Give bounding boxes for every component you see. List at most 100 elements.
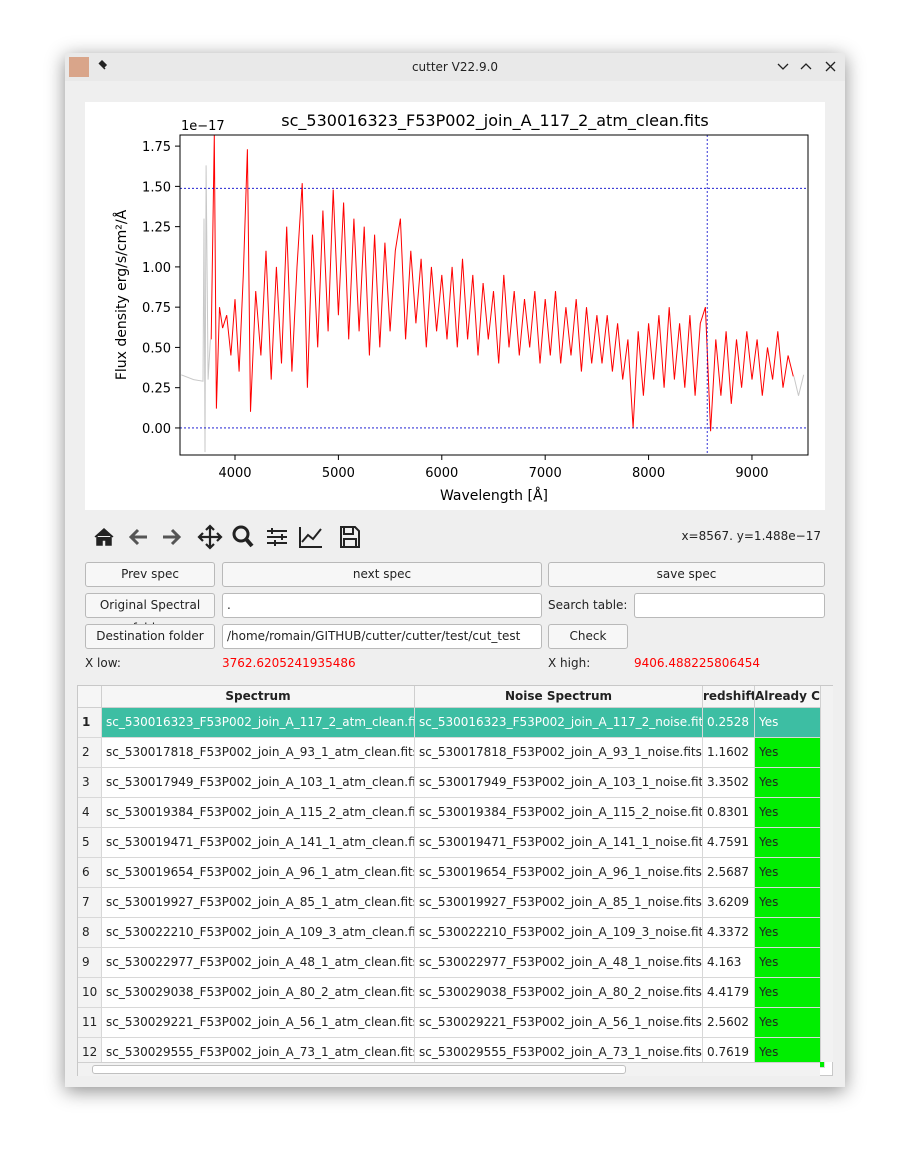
axes-button[interactable] bbox=[300, 527, 322, 547]
table-cell[interactable]: sc_530019384_F53P002_join_A_115_2_noise.… bbox=[415, 798, 703, 828]
table-cell[interactable]: Yes bbox=[755, 918, 825, 948]
table-cell[interactable]: sc_530022210_F53P002_join_A_109_3_atm_cl… bbox=[102, 918, 415, 948]
row-header: 11 bbox=[78, 1008, 102, 1038]
row-header: 6 bbox=[78, 858, 102, 888]
table-cell[interactable]: 3.6209 bbox=[703, 888, 755, 918]
x-tick-label: 8000 bbox=[632, 466, 665, 481]
spectrum-line bbox=[794, 375, 804, 396]
table-cell[interactable]: sc_530019471_F53P002_join_A_141_1_noise.… bbox=[415, 828, 703, 858]
search-label: Search table: bbox=[548, 598, 627, 612]
table-cell[interactable]: sc_530022977_F53P002_join_A_48_1_atm_cle… bbox=[102, 948, 415, 978]
column-header: redshift bbox=[703, 686, 755, 708]
table-cell[interactable]: sc_530017818_F53P002_join_A_93_1_noise.f… bbox=[415, 738, 703, 768]
table-cell[interactable]: sc_530022210_F53P002_join_A_109_3_noise.… bbox=[415, 918, 703, 948]
table-cell[interactable]: 4.3372 bbox=[703, 918, 755, 948]
save-figure-button[interactable] bbox=[341, 527, 359, 547]
prev-button[interactable]: Prev spec bbox=[85, 562, 215, 587]
table-cell[interactable]: 2.5687 bbox=[703, 858, 755, 888]
back-button[interactable] bbox=[131, 530, 147, 544]
row-header: 1 bbox=[78, 708, 102, 738]
chart: sc_530016323_F53P002_join_A_117_2_atm_cl… bbox=[0, 0, 910, 520]
column-header: Already Cut bbox=[755, 686, 825, 708]
table-cell[interactable]: sc_530016323_F53P002_join_A_117_2_noise.… bbox=[415, 708, 703, 738]
table-cell[interactable]: sc_530019654_F53P002_join_A_96_1_noise.f… bbox=[415, 858, 703, 888]
chart-title: sc_530016323_F53P002_join_A_117_2_atm_cl… bbox=[281, 111, 708, 131]
table-cell[interactable]: Yes bbox=[755, 828, 825, 858]
scrollbar-handle[interactable] bbox=[92, 1065, 626, 1074]
x-tick-label: 9000 bbox=[735, 466, 768, 481]
row-header: 2 bbox=[78, 738, 102, 768]
table-cell[interactable]: Yes bbox=[755, 738, 825, 768]
x-high-value: 9406.488225806454 bbox=[634, 656, 760, 670]
column-header: Noise Spectrum bbox=[415, 686, 703, 708]
table-cell[interactable]: 4.4179 bbox=[703, 978, 755, 1008]
y-tick-label: 1.50 bbox=[142, 180, 171, 195]
table-cell[interactable]: sc_530019471_F53P002_join_A_141_1_atm_cl… bbox=[102, 828, 415, 858]
x-axis-label: Wavelength [Å] bbox=[440, 487, 548, 504]
table-cell[interactable]: 2.5602 bbox=[703, 1008, 755, 1038]
configure-button[interactable] bbox=[267, 528, 287, 546]
pan-button[interactable] bbox=[199, 526, 221, 548]
x-tick-label: 5000 bbox=[322, 466, 355, 481]
table-cell[interactable]: sc_530019927_F53P002_join_A_85_1_noise.f… bbox=[415, 888, 703, 918]
table-cell[interactable]: sc_530017949_F53P002_join_A_103_1_noise.… bbox=[415, 768, 703, 798]
row-header: 4 bbox=[78, 798, 102, 828]
y-tick-label: 1.75 bbox=[142, 140, 171, 155]
table-cell[interactable]: sc_530019654_F53P002_join_A_96_1_atm_cle… bbox=[102, 858, 415, 888]
original-folder-field[interactable]: . bbox=[222, 593, 542, 618]
table-cell[interactable]: sc_530029038_F53P002_join_A_80_2_atm_cle… bbox=[102, 978, 415, 1008]
table-cell[interactable]: sc_530019927_F53P002_join_A_85_1_atm_cle… bbox=[102, 888, 415, 918]
table-cell[interactable]: Yes bbox=[755, 948, 825, 978]
original-folder-button[interactable]: Original Spectral folder bbox=[85, 593, 215, 618]
table-cell[interactable]: Yes bbox=[755, 978, 825, 1008]
vertical-scrollbar[interactable] bbox=[820, 686, 833, 1062]
table-cell[interactable]: 4.7591 bbox=[703, 828, 755, 858]
table-cell[interactable]: sc_530017949_F53P002_join_A_103_1_atm_cl… bbox=[102, 768, 415, 798]
row-header: 9 bbox=[78, 948, 102, 978]
spectrum-line bbox=[211, 135, 793, 431]
search-field[interactable] bbox=[634, 593, 825, 618]
zoom-button[interactable] bbox=[234, 527, 252, 546]
check-button[interactable]: Check bbox=[548, 624, 628, 649]
corner-header bbox=[78, 686, 102, 708]
table-cell[interactable]: sc_530029038_F53P002_join_A_80_2_noise.f… bbox=[415, 978, 703, 1008]
table-cell[interactable]: 3.3502 bbox=[703, 768, 755, 798]
table-cell[interactable]: Yes bbox=[755, 858, 825, 888]
y-tick-label: 0.75 bbox=[142, 301, 171, 316]
x-tick-label: 6000 bbox=[425, 466, 458, 481]
table-cell[interactable]: Yes bbox=[755, 888, 825, 918]
row-header: 5 bbox=[78, 828, 102, 858]
next-button[interactable]: next spec bbox=[222, 562, 542, 587]
home-button[interactable] bbox=[95, 529, 113, 545]
row-header: 8 bbox=[78, 918, 102, 948]
table-cell[interactable]: sc_530019384_F53P002_join_A_115_2_atm_cl… bbox=[102, 798, 415, 828]
save-button[interactable]: save spec bbox=[548, 562, 825, 587]
table-cell[interactable]: sc_530029221_F53P002_join_A_56_1_noise.f… bbox=[415, 1008, 703, 1038]
row-header: 7 bbox=[78, 888, 102, 918]
y-tick-label: 0.25 bbox=[142, 382, 171, 397]
table-cell[interactable]: Yes bbox=[755, 768, 825, 798]
table-cell[interactable]: 4.163 bbox=[703, 948, 755, 978]
table-cell[interactable]: sc_530022977_F53P002_join_A_48_1_noise.f… bbox=[415, 948, 703, 978]
table-cell[interactable]: sc_530029221_F53P002_join_A_56_1_atm_cle… bbox=[102, 1008, 415, 1038]
table-cell[interactable]: 0.8301 bbox=[703, 798, 755, 828]
column-header: Spectrum bbox=[102, 686, 415, 708]
x-tick-label: 4000 bbox=[218, 466, 251, 481]
table-cell[interactable]: Yes bbox=[755, 798, 825, 828]
spectrum-line bbox=[181, 165, 210, 452]
table-cell[interactable]: Yes bbox=[755, 1008, 825, 1038]
table-cell[interactable]: sc_530017818_F53P002_join_A_93_1_atm_cle… bbox=[102, 738, 415, 768]
row-header: 10 bbox=[78, 978, 102, 1008]
table-cell[interactable]: sc_530016323_F53P002_join_A_117_2_atm_cl… bbox=[102, 708, 415, 738]
y-tick-label: 0.00 bbox=[142, 422, 171, 437]
destination-folder-button[interactable]: Destination folder bbox=[85, 624, 215, 649]
table-cell[interactable]: 1.1602 bbox=[703, 738, 755, 768]
horizontal-scrollbar[interactable] bbox=[78, 1062, 820, 1076]
x-tick-label: 7000 bbox=[529, 466, 562, 481]
table-cell[interactable]: Yes bbox=[755, 708, 825, 738]
destination-folder-field[interactable]: /home/romain/GITHUB/cutter/cutter/test/c… bbox=[222, 624, 542, 649]
forward-button[interactable] bbox=[163, 530, 179, 544]
table-cell[interactable]: 0.2528 bbox=[703, 708, 755, 738]
offset-label: 1e−17 bbox=[181, 119, 225, 134]
